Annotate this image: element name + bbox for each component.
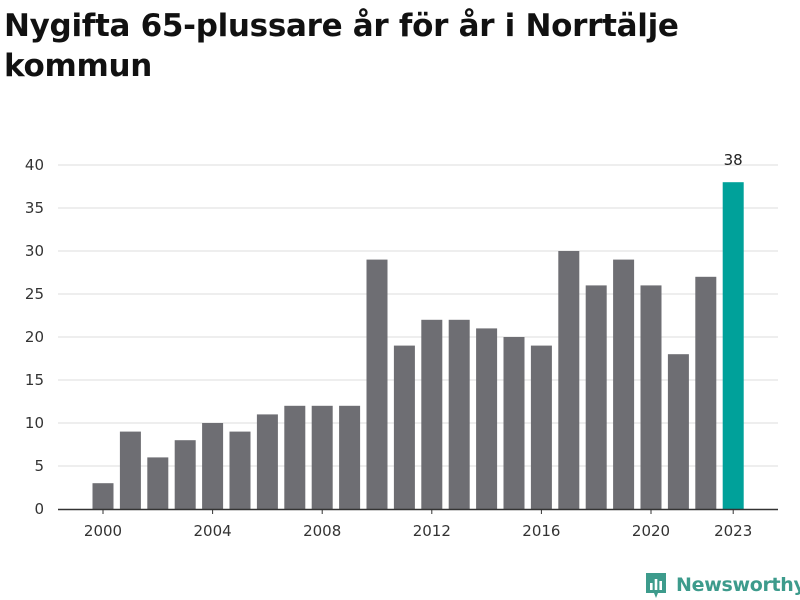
y-axis-tick-labels: 0 5 10 15 20 25 30 35 40 bbox=[25, 156, 44, 518]
x-tick-label-2012: 2012 bbox=[413, 522, 451, 540]
bar-2002 bbox=[147, 457, 169, 509]
bar-2020 bbox=[640, 285, 662, 509]
bar-2004 bbox=[202, 423, 224, 509]
bar-2012 bbox=[421, 319, 443, 509]
x-tick-label-2016: 2016 bbox=[522, 522, 560, 540]
bar-2000 bbox=[92, 483, 114, 509]
newsworthy-logo-icon bbox=[646, 573, 666, 598]
bar-2005 bbox=[229, 431, 251, 509]
brand-logo: Newsworthy bbox=[644, 570, 800, 600]
bar-2009 bbox=[339, 405, 361, 509]
bar-2003 bbox=[174, 440, 196, 509]
y-tick-label-30: 30 bbox=[25, 242, 44, 260]
bar-2014 bbox=[476, 328, 498, 509]
bar-2021 bbox=[667, 354, 689, 509]
bar-chart: 0 5 10 15 20 25 30 35 40 38 2000 2004 2008 2012 2016… bbox=[25, 151, 778, 540]
bars bbox=[92, 182, 744, 509]
y-tick-label-5: 5 bbox=[34, 457, 44, 475]
bar-2019 bbox=[613, 259, 635, 509]
y-tick-label-0: 0 bbox=[34, 500, 44, 518]
x-axis-tick-labels: 2000 2004 2008 2012 2016 2020 2023 bbox=[84, 509, 752, 540]
bar-2018 bbox=[585, 285, 607, 509]
bar-2008 bbox=[311, 405, 333, 509]
x-tick-label-2000: 2000 bbox=[84, 522, 122, 540]
data-labels: 38 bbox=[724, 151, 743, 169]
bar-2023 bbox=[722, 182, 744, 509]
y-tick-label-15: 15 bbox=[25, 371, 44, 389]
y-tick-label-10: 10 bbox=[25, 414, 44, 432]
bar-2017 bbox=[558, 251, 580, 509]
bar-2015 bbox=[503, 337, 525, 509]
x-tick-label-2020: 2020 bbox=[632, 522, 670, 540]
y-tick-label-40: 40 bbox=[25, 156, 44, 174]
bar-2006 bbox=[256, 414, 278, 509]
bar-2011 bbox=[393, 345, 415, 509]
data-label-2023: 38 bbox=[724, 151, 743, 169]
y-tick-label-35: 35 bbox=[25, 199, 44, 217]
y-tick-label-20: 20 bbox=[25, 328, 44, 346]
bar-2010 bbox=[366, 259, 388, 509]
x-tick-label-2004: 2004 bbox=[194, 522, 232, 540]
brand-name: Newsworthy bbox=[676, 574, 800, 596]
y-tick-label-25: 25 bbox=[25, 285, 44, 303]
bar-2022 bbox=[695, 276, 717, 509]
bar-2013 bbox=[448, 319, 470, 509]
bar-2016 bbox=[530, 345, 552, 509]
chart-title: Nygifta 65-plussare år för år i Norrtälj… bbox=[4, 8, 679, 84]
x-tick-label-2008: 2008 bbox=[303, 522, 341, 540]
bar-2001 bbox=[119, 431, 141, 509]
x-tick-label-2023: 2023 bbox=[714, 522, 752, 540]
bar-2007 bbox=[284, 405, 306, 509]
